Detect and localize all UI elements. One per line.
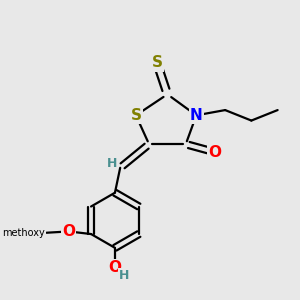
Text: O: O [108,260,122,275]
Text: S: S [130,108,141,123]
Text: N: N [190,108,203,123]
Text: O: O [208,145,221,160]
Text: methoxy: methoxy [2,228,45,238]
Text: H: H [107,158,118,170]
Text: S: S [152,55,162,70]
Text: H: H [119,269,129,282]
Text: O: O [62,224,75,239]
